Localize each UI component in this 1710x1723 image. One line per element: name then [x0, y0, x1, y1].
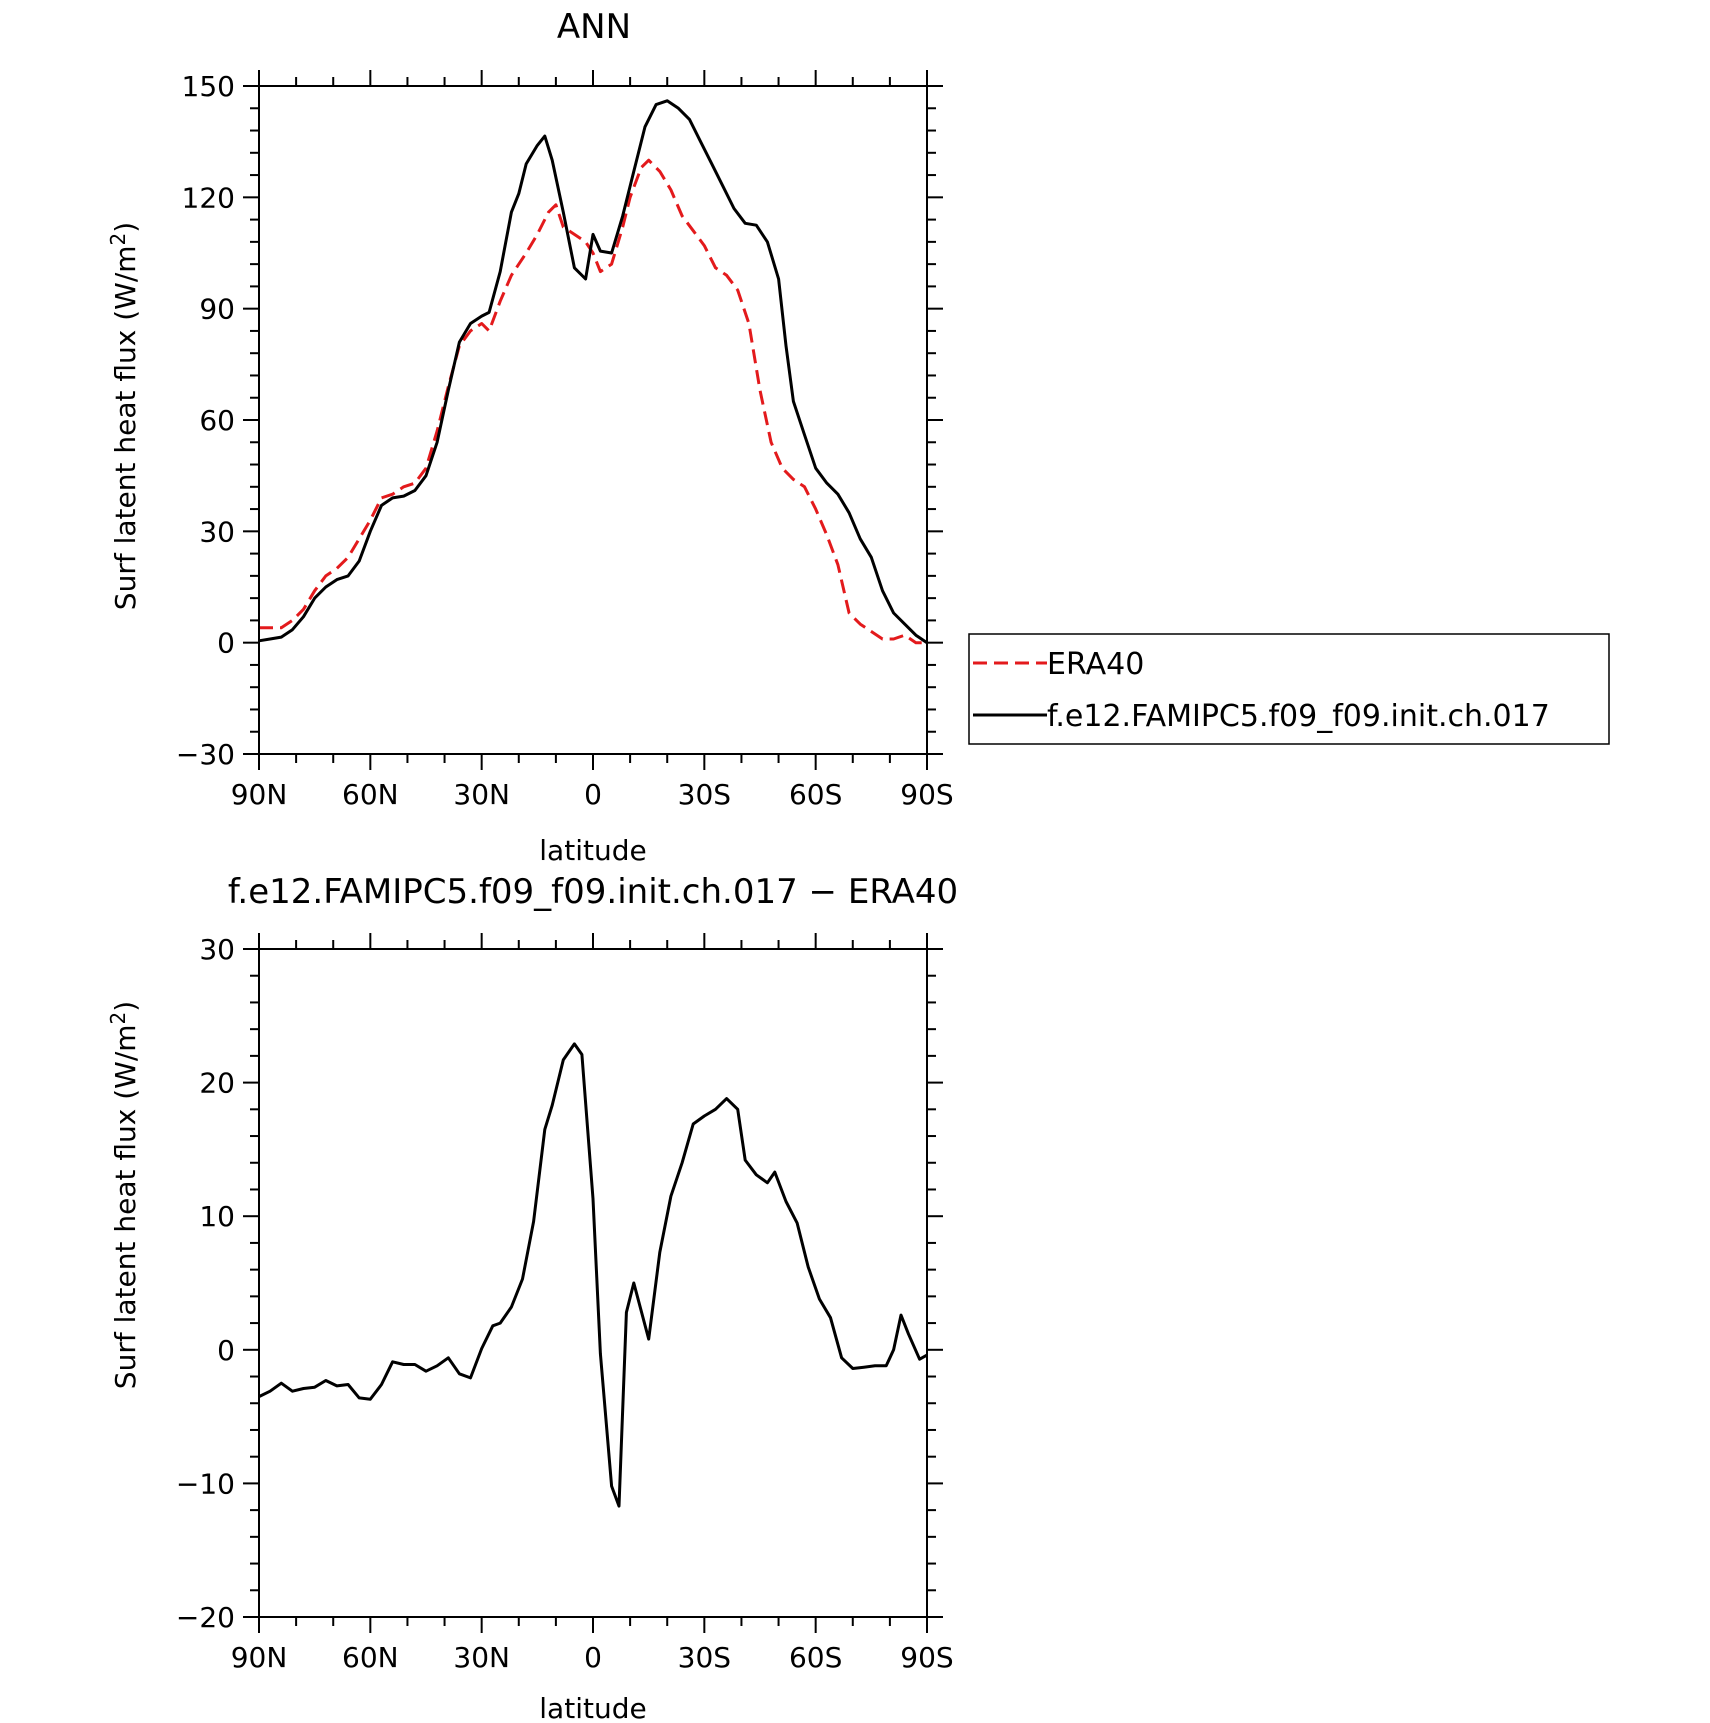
bottom-x-tick-label: 30N: [453, 1641, 510, 1674]
top-x-tick-label: 90S: [900, 778, 953, 811]
top-panel-title: ANN: [557, 7, 631, 47]
top-x-tick-label: 60S: [789, 778, 842, 811]
top-plot-frame: [258, 85, 928, 755]
bottom-y-tick-label: 10: [199, 1200, 235, 1233]
top-panel-y-axis-label-close: ): [109, 222, 142, 233]
legend: ERA40 f.e12.FAMIPC5.f09_f09.init.ch.017: [968, 633, 1610, 745]
bottom-y-tick-label: 30: [199, 933, 235, 966]
bottom-x-tick-label: 30S: [678, 1641, 731, 1674]
top-y-tick-label: 90: [199, 293, 235, 326]
top-y-tick-label: 120: [182, 181, 235, 214]
top-series-line-era40: [259, 158, 927, 645]
bottom-panel-x-axis-label: latitude: [539, 1692, 646, 1723]
top-y-tick-label: 30: [199, 515, 235, 548]
top-x-tick-label: 0: [584, 778, 602, 811]
legend-label-era40: ERA40: [1047, 647, 1144, 682]
bottom-x-tick-label: 0: [584, 1641, 602, 1674]
top-panel-y-axis-label-sup: 2: [106, 233, 130, 246]
top-panel-y-axis-label-main: Surf latent heat flux (W/m: [109, 245, 142, 610]
bottom-panel-title: f.e12.FAMIPC5.f09_f09.init.ch.017 − ERA4…: [228, 872, 958, 912]
bottom-plot-area: 30 20 10 0 −10 −20 90N 60N 30N 0 30S 60S 90S: [176, 933, 954, 1674]
bottom-y-tick-label: 0: [217, 1334, 235, 1367]
bottom-y-tick-label: 20: [199, 1067, 235, 1100]
bottom-plot-frame: [258, 948, 928, 1618]
top-x-tick-label: 90N: [231, 778, 288, 811]
bottom-panel: f.e12.FAMIPC5.f09_f09.init.ch.017 − ERA4…: [106, 872, 958, 1723]
top-plot-area: 150 120 90 60 30 0 −30 90N 60N 30N 0 30S 60S 90S: [176, 70, 954, 811]
top-panel-x-axis-label: latitude: [539, 834, 646, 867]
bottom-panel-y-axis-label-sup: 2: [106, 1012, 130, 1025]
bottom-x-tick-label: 60S: [789, 1641, 842, 1674]
top-series-line-f-e12-famipc5-f09-f09-init-ch-017: [258, 99, 928, 644]
bottom-panel-y-axis-label-main: Surf latent heat flux (W/m: [109, 1024, 142, 1389]
top-panel: ANN latitude Surf latent heat flux (W/m2…: [106, 7, 1610, 867]
bottom-x-tick-label: 90N: [231, 1641, 288, 1674]
top-x-tick-label: 60N: [342, 778, 399, 811]
bottom-panel-y-axis-label: Surf latent heat flux (W/m2): [106, 1001, 142, 1389]
top-panel-y-axis-label: Surf latent heat flux (W/m2): [106, 222, 142, 610]
top-x-tick-label: 30N: [453, 778, 510, 811]
bottom-x-tick-label: 60N: [342, 1641, 399, 1674]
legend-box: [968, 633, 1610, 745]
top-x-tick-label: 30S: [678, 778, 731, 811]
top-y-tick-label: 0: [217, 627, 235, 660]
legend-label-model: f.e12.FAMIPC5.f09_f09.init.ch.017: [1047, 699, 1550, 734]
bottom-x-tick-label: 90S: [900, 1641, 953, 1674]
top-y-tick-label: 60: [199, 404, 235, 437]
bottom-panel-y-axis-label-close: ): [109, 1001, 142, 1012]
bottom-y-tick-label: −20: [176, 1601, 235, 1634]
bottom-series-line-difference: [258, 1042, 928, 1508]
top-y-tick-label: −30: [176, 738, 235, 771]
top-y-tick-label: 150: [182, 70, 235, 103]
bottom-y-tick-label: −10: [176, 1467, 235, 1500]
